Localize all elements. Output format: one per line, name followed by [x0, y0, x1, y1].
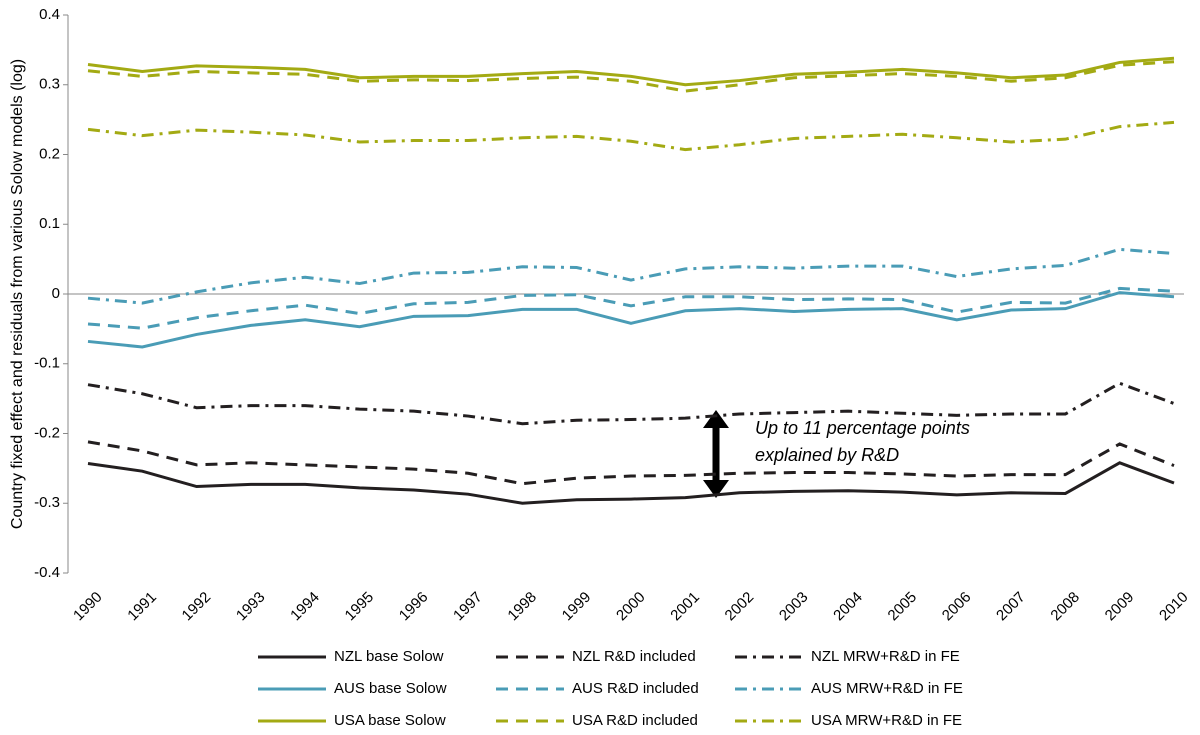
x-tick-label: 2006 [939, 589, 975, 625]
y-tick-label: -0.4 [34, 564, 60, 581]
series-line [87, 60, 1175, 93]
y-tick-label: 0.1 [39, 215, 60, 232]
x-tick-label: 2007 [993, 589, 1029, 625]
arrow-head [703, 410, 729, 428]
x-tick-label: 1999 [559, 589, 595, 625]
x-tick-label: 1990 [70, 589, 106, 625]
legend-label: USA MRW+R&D in FE [811, 712, 962, 729]
x-tick-label: 2003 [776, 589, 812, 625]
x-tick-label: 1993 [233, 589, 269, 625]
legend-label: AUS base Solow [334, 680, 447, 697]
y-tick-label: 0.4 [39, 6, 60, 23]
y-tick-label: 0.2 [39, 145, 60, 162]
x-tick-label: 2002 [722, 589, 758, 625]
legend-label: USA base Solow [334, 712, 446, 729]
y-tick-label: 0 [52, 285, 60, 302]
x-tick-label: 1996 [396, 589, 432, 625]
x-tick-label: 2001 [667, 589, 703, 625]
series-line [87, 286, 1175, 330]
x-tick-label: 1994 [287, 589, 323, 625]
x-tick-label: 2004 [830, 589, 866, 625]
legend-label: NZL R&D included [572, 648, 696, 665]
series-line [87, 56, 1175, 87]
y-tick-label: -0.3 [34, 494, 60, 511]
y-tick-label: -0.2 [34, 424, 60, 441]
x-tick-label: 2000 [613, 589, 649, 625]
y-tick-label: -0.1 [34, 355, 60, 372]
series-line [87, 381, 1175, 426]
series-line [87, 291, 1175, 349]
x-tick-label: 2008 [1047, 589, 1083, 625]
y-tick-label: 0.3 [39, 76, 60, 93]
series-line [87, 247, 1175, 305]
x-tick-label: 2005 [885, 589, 921, 625]
series-line [87, 120, 1175, 152]
legend-label: USA R&D included [572, 712, 698, 729]
y-axis-label: Country fixed effect and residuals from … [9, 59, 26, 529]
x-tick-label: 1997 [450, 589, 486, 625]
series-line [87, 440, 1175, 486]
x-tick-label: 1991 [124, 589, 160, 625]
arrow-head [703, 480, 729, 498]
annotation: Up to 11 percentage points [755, 418, 970, 438]
annotation: explained by R&D [755, 445, 899, 465]
legend-label: NZL base Solow [334, 648, 444, 665]
series-line [87, 461, 1175, 505]
legend-label: AUS R&D included [572, 680, 699, 697]
x-tick-label: 1992 [179, 589, 215, 625]
x-tick-label: 1998 [504, 589, 540, 625]
x-tick-label: 1995 [342, 589, 378, 625]
x-tick-label: 2009 [1102, 589, 1138, 625]
legend-label: NZL MRW+R&D in FE [811, 648, 960, 665]
x-tick-label: 2010 [1156, 589, 1192, 625]
legend-label: AUS MRW+R&D in FE [811, 680, 963, 697]
